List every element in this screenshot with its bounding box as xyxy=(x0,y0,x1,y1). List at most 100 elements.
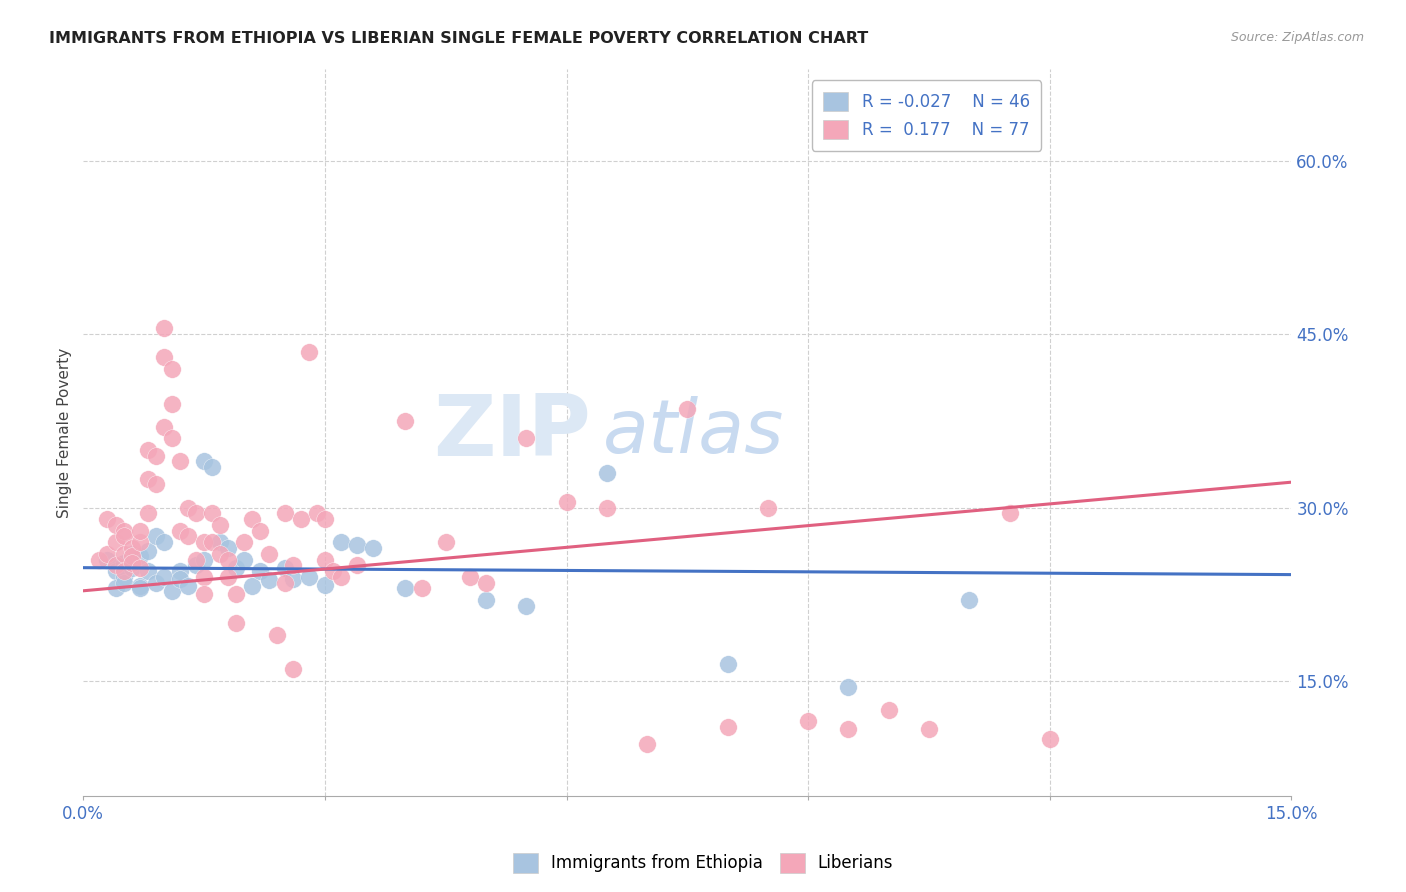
Point xyxy=(193,570,215,584)
Point xyxy=(281,662,304,676)
Point xyxy=(153,570,176,584)
Point xyxy=(104,517,127,532)
Point xyxy=(281,572,304,586)
Point xyxy=(257,574,280,588)
Point xyxy=(249,524,271,538)
Point xyxy=(121,560,143,574)
Point xyxy=(153,321,176,335)
Point xyxy=(233,552,256,566)
Legend: Immigrants from Ethiopia, Liberians: Immigrants from Ethiopia, Liberians xyxy=(506,847,900,880)
Point xyxy=(169,572,191,586)
Point xyxy=(225,587,247,601)
Point xyxy=(314,552,336,566)
Point xyxy=(96,512,118,526)
Point xyxy=(918,723,941,737)
Point xyxy=(957,593,980,607)
Y-axis label: Single Female Poverty: Single Female Poverty xyxy=(58,347,72,517)
Point xyxy=(676,402,699,417)
Point xyxy=(233,535,256,549)
Point xyxy=(145,477,167,491)
Point xyxy=(314,578,336,592)
Point xyxy=(225,616,247,631)
Point xyxy=(555,495,578,509)
Point xyxy=(209,535,232,549)
Point xyxy=(136,544,159,558)
Point xyxy=(193,535,215,549)
Point xyxy=(394,582,416,596)
Point xyxy=(128,579,150,593)
Point xyxy=(193,552,215,566)
Point xyxy=(717,720,740,734)
Point xyxy=(217,570,239,584)
Point xyxy=(136,472,159,486)
Point xyxy=(394,414,416,428)
Point xyxy=(89,552,111,566)
Point xyxy=(169,454,191,468)
Point xyxy=(184,552,207,566)
Point xyxy=(596,466,619,480)
Point xyxy=(346,558,368,573)
Point xyxy=(145,449,167,463)
Point xyxy=(160,396,183,410)
Point xyxy=(411,582,433,596)
Point xyxy=(128,549,150,563)
Point xyxy=(153,351,176,365)
Point xyxy=(104,564,127,578)
Point xyxy=(169,524,191,538)
Point xyxy=(314,512,336,526)
Point xyxy=(242,512,264,526)
Point xyxy=(169,564,191,578)
Point xyxy=(153,419,176,434)
Point xyxy=(281,558,304,573)
Point xyxy=(225,560,247,574)
Point xyxy=(298,570,321,584)
Point xyxy=(104,582,127,596)
Text: IMMIGRANTS FROM ETHIOPIA VS LIBERIAN SINGLE FEMALE POVERTY CORRELATION CHART: IMMIGRANTS FROM ETHIOPIA VS LIBERIAN SIN… xyxy=(49,31,869,46)
Point xyxy=(257,547,280,561)
Point xyxy=(136,507,159,521)
Point xyxy=(104,558,127,573)
Point xyxy=(104,535,127,549)
Point xyxy=(112,556,135,570)
Point xyxy=(121,541,143,555)
Point xyxy=(209,517,232,532)
Point xyxy=(298,344,321,359)
Point xyxy=(273,560,295,574)
Point xyxy=(136,564,159,578)
Point xyxy=(128,582,150,596)
Point xyxy=(249,564,271,578)
Point xyxy=(515,599,537,613)
Text: atlas: atlas xyxy=(603,396,785,468)
Point xyxy=(217,552,239,566)
Point xyxy=(160,583,183,598)
Point xyxy=(177,579,200,593)
Text: Source: ZipAtlas.com: Source: ZipAtlas.com xyxy=(1230,31,1364,45)
Point xyxy=(837,680,859,694)
Point xyxy=(136,442,159,457)
Point xyxy=(305,507,328,521)
Point xyxy=(515,431,537,445)
Point xyxy=(266,628,288,642)
Point xyxy=(121,549,143,563)
Point xyxy=(128,535,150,549)
Point xyxy=(217,541,239,555)
Point xyxy=(121,547,143,561)
Point xyxy=(242,579,264,593)
Point xyxy=(201,535,224,549)
Point xyxy=(458,570,481,584)
Point xyxy=(160,362,183,376)
Point xyxy=(756,500,779,515)
Point xyxy=(128,524,150,538)
Point xyxy=(273,507,295,521)
Point xyxy=(330,535,353,549)
Point xyxy=(475,575,498,590)
Point xyxy=(128,560,150,574)
Point xyxy=(184,507,207,521)
Point xyxy=(160,431,183,445)
Point xyxy=(201,507,224,521)
Point xyxy=(145,529,167,543)
Point xyxy=(290,512,312,526)
Point xyxy=(177,529,200,543)
Point xyxy=(330,570,353,584)
Point xyxy=(475,593,498,607)
